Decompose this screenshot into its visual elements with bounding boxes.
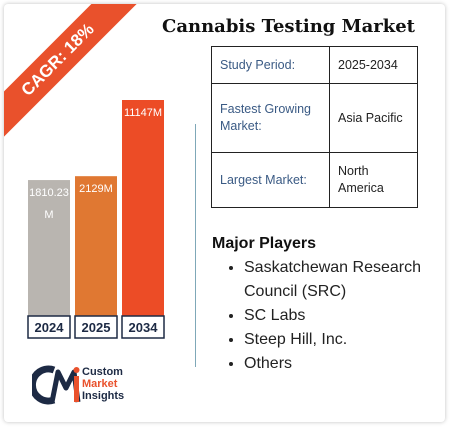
category-label: 2024 (35, 320, 65, 335)
info-value: 2025-2034 (329, 46, 418, 84)
info-key: Largest Market: (211, 152, 330, 208)
value-label: M (44, 209, 53, 221)
infographic-card: CAGR: 18% Cannabis Testing Market 1810.2… (4, 4, 445, 422)
info-key: Study Period: (211, 46, 330, 84)
value-label: 11147M (124, 107, 162, 119)
list-item: Others (244, 352, 434, 376)
logo-line: Custom (82, 366, 123, 378)
divider (195, 124, 196, 367)
info-value: North America (329, 152, 418, 208)
category-box (74, 315, 118, 339)
list-item: Saskatchewan Research Council (SRC) (244, 256, 434, 304)
bar-chart: 1810.23 M 2024 2129M 2025 11147M 2034 (27, 100, 165, 339)
major-players-heading: Major Players (212, 235, 317, 252)
info-key: Fastest Growing Market: (211, 83, 330, 153)
cmi-logo-icon (32, 365, 81, 405)
list-item: SC Labs (244, 304, 434, 328)
category-label: 2025 (82, 320, 111, 335)
info-row-largest-market: Largest Market: North America (211, 152, 418, 208)
bar-2024 (28, 180, 70, 316)
value-label: 2129M (79, 183, 113, 195)
info-row-study-period: Study Period: 2025-2034 (211, 46, 418, 84)
info-row-fastest-growing: Fastest Growing Market: Asia Pacific (211, 83, 418, 153)
info-value: Asia Pacific (329, 83, 418, 153)
logo-line: Market (82, 378, 118, 390)
category-label: 2034 (129, 320, 159, 335)
info-table: Study Period: 2025-2034 Fastest Growing … (211, 46, 418, 208)
bar-2025 (75, 176, 117, 316)
bar-2034 (122, 100, 164, 316)
players-list: Saskatchewan Research Council (SRC) SC L… (226, 256, 434, 376)
logo-text: Custom Market Insights (82, 366, 124, 402)
list-item: Steep Hill, Inc. (244, 328, 434, 352)
category-box (27, 315, 71, 339)
logo-line: Insights (82, 390, 125, 402)
category-box (121, 315, 165, 339)
page-title: Cannabis Testing Market (162, 16, 415, 37)
value-label: 1810.23 (29, 187, 69, 199)
